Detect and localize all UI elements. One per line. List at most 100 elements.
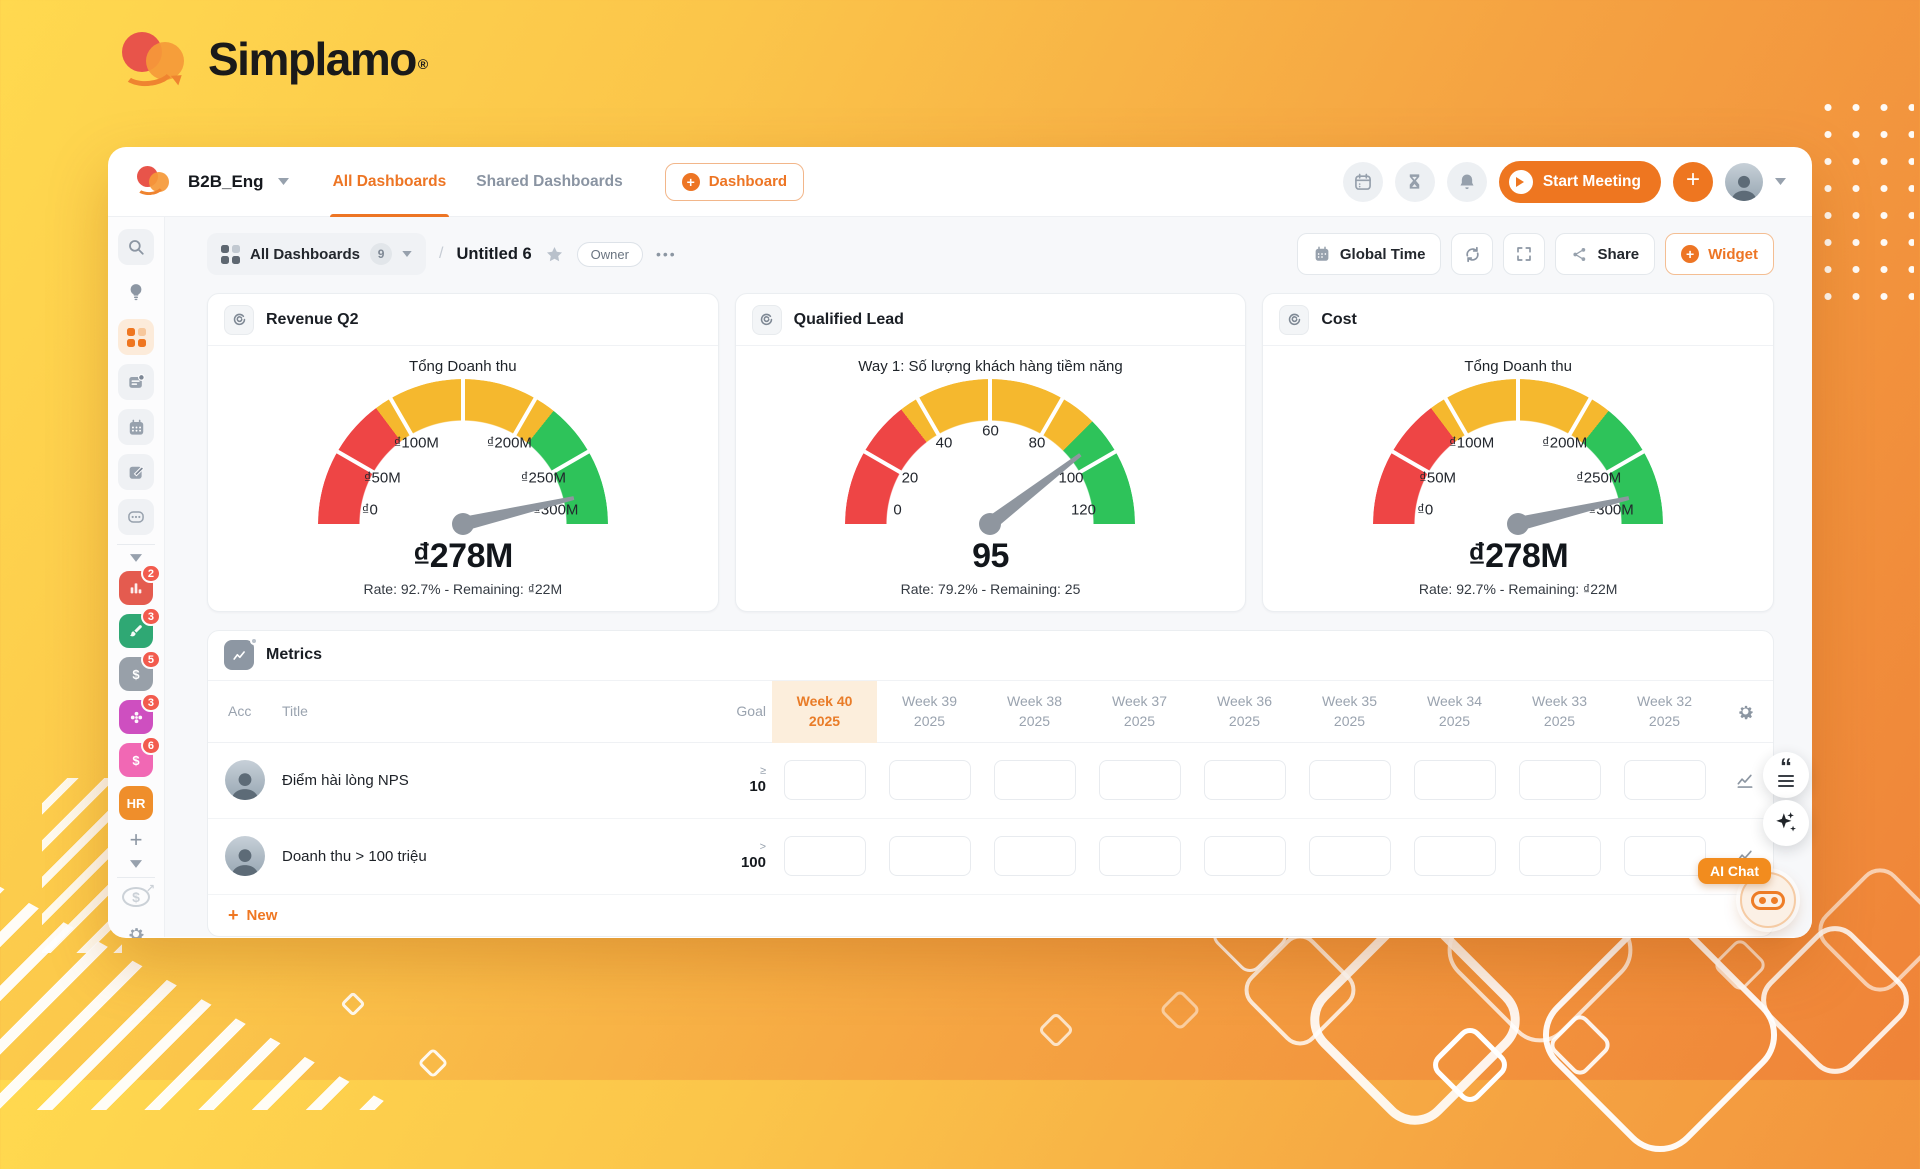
metric-goal: > 100 xyxy=(740,841,766,872)
tab-shared-dashboards[interactable]: Shared Dashboards xyxy=(476,172,623,190)
calendar-icon xyxy=(129,419,143,435)
metric-input[interactable] xyxy=(1098,760,1181,801)
notification-badge: 3 xyxy=(140,693,161,712)
paintbrush-icon xyxy=(130,625,142,637)
tab-all-dashboards[interactable]: All Dashboards xyxy=(329,147,449,217)
start-meeting-button[interactable]: Start Meeting xyxy=(1498,160,1661,203)
chevron-down-icon[interactable] xyxy=(130,554,142,562)
favorite-star-icon[interactable] xyxy=(545,245,564,264)
notifications-button[interactable] xyxy=(1446,161,1487,202)
metric-input[interactable] xyxy=(1413,836,1496,877)
gauge-card-revenue: Revenue Q2 Tổng Doanh thu ₫0 ₫50M ₫100M ₫20… xyxy=(207,293,719,669)
workspace-name[interactable]: B2B_Eng xyxy=(188,171,264,191)
metric-input[interactable] xyxy=(1623,836,1706,877)
sidebar-item-notes[interactable] xyxy=(118,364,154,400)
metrics-card: Metrics Acc Title Goal Week 40 2025 Week … xyxy=(207,630,1774,937)
gauge-tick-label: 40 xyxy=(935,434,953,452)
owner-badge: Owner xyxy=(576,241,643,267)
more-options-button[interactable]: ••• xyxy=(655,246,677,262)
fullscreen-button[interactable] xyxy=(1503,233,1546,275)
dashboard-count-badge: 9 xyxy=(370,243,393,265)
metric-input[interactable] xyxy=(993,836,1076,877)
lightbulb-icon xyxy=(130,284,142,301)
chevron-down-icon[interactable] xyxy=(277,178,289,185)
settings-button[interactable] xyxy=(118,916,154,938)
metric-input[interactable] xyxy=(783,760,866,801)
assignee-avatar[interactable] xyxy=(225,760,265,801)
metric-input[interactable] xyxy=(993,760,1076,801)
compose-icon xyxy=(129,466,144,479)
sidebar-team-1[interactable]: 2 xyxy=(119,564,161,605)
column-header-week-32[interactable]: Week 32 2025 xyxy=(1637,692,1692,729)
simplamo-logo-icon xyxy=(118,26,192,92)
quote-icon-lines xyxy=(1778,774,1794,788)
add-team-button[interactable]: + xyxy=(129,827,143,852)
sidebar-item-insights[interactable] xyxy=(118,274,154,310)
metric-input[interactable] xyxy=(1203,836,1286,877)
gauge-tick-label: 120 xyxy=(1070,501,1096,519)
sidebar-team-3[interactable]: $ 5 xyxy=(119,650,161,691)
assignee-avatar[interactable] xyxy=(225,836,265,877)
column-header-week-36[interactable]: Week 36 2025 xyxy=(1217,692,1272,729)
metric-input[interactable] xyxy=(1308,836,1391,877)
column-header-week-33[interactable]: Week 33 2025 xyxy=(1532,692,1587,729)
global-time-button[interactable]: Global Time xyxy=(1296,233,1442,275)
metric-input[interactable] xyxy=(783,836,866,877)
metric-input[interactable] xyxy=(1518,836,1601,877)
metric-input[interactable] xyxy=(888,760,971,801)
ai-sparkles-button[interactable] xyxy=(1763,800,1809,846)
new-dashboard-button[interactable]: + Dashboard xyxy=(664,162,805,201)
chevron-down-icon[interactable] xyxy=(1775,178,1786,185)
gauge-tick-label: ₫0 xyxy=(361,501,378,519)
metric-input[interactable] xyxy=(1203,760,1286,801)
add-widget-button[interactable]: + Widget xyxy=(1665,233,1774,275)
gauge-tick-label: 80 xyxy=(1028,434,1046,452)
column-header-week-34[interactable]: Week 34 2025 xyxy=(1427,692,1482,729)
metric-input[interactable] xyxy=(1308,760,1391,801)
search-button[interactable] xyxy=(118,229,154,265)
add-button[interactable]: + xyxy=(1673,161,1713,202)
hourglass-button[interactable] xyxy=(1394,161,1435,202)
column-header-week-39[interactable]: Week 39 2025 xyxy=(902,692,957,729)
metric-goal: ≥ 10 xyxy=(749,765,766,795)
simplamo-logo: Simplamo ® xyxy=(118,26,428,92)
metric-chart-button[interactable] xyxy=(1717,770,1773,790)
sidebar-team-hr[interactable]: HR xyxy=(119,786,153,820)
column-header-week-35[interactable]: Week 35 2025 xyxy=(1322,692,1377,729)
card-title: Revenue Q2 xyxy=(266,310,359,328)
metric-input[interactable] xyxy=(1623,760,1706,801)
refresh-button[interactable] xyxy=(1451,233,1494,275)
chevron-down-icon[interactable] xyxy=(130,860,142,868)
metric-input[interactable] xyxy=(1518,760,1601,801)
gauge-tick-label: 0 xyxy=(893,501,902,519)
billing-button[interactable]: $ ↗ xyxy=(122,883,155,907)
sidebar-item-compose[interactable] xyxy=(118,454,154,490)
user-avatar[interactable] xyxy=(1725,162,1763,201)
calendar-icon xyxy=(1354,173,1371,190)
metric-input[interactable] xyxy=(888,836,971,877)
transcript-button[interactable]: “ xyxy=(1763,752,1809,798)
sidebar-team-2[interactable]: 3 xyxy=(119,607,161,648)
add-metric-button[interactable]: + New xyxy=(228,905,278,925)
sidebar-item-dashboards[interactable] xyxy=(118,319,154,355)
sidebar-item-more[interactable] xyxy=(118,499,154,535)
gear-icon xyxy=(129,928,144,938)
column-header-week-40[interactable]: Week 40 2025 xyxy=(772,680,877,743)
calendar-button[interactable] xyxy=(1342,161,1383,202)
share-button[interactable]: Share xyxy=(1555,233,1656,275)
sidebar-item-calendar[interactable] xyxy=(118,409,154,445)
table-settings-button[interactable] xyxy=(1717,702,1773,721)
sidebar-team-4[interactable]: 3 xyxy=(119,693,161,734)
gauge-tick-label: ₫200M xyxy=(486,434,532,452)
workspace-logo-icon xyxy=(134,164,174,200)
metric-input[interactable] xyxy=(1413,760,1496,801)
gauge-widget-icon xyxy=(751,304,782,335)
dashboard-tabs: All Dashboards Shared Dashboards xyxy=(329,147,623,217)
column-header-week-38[interactable]: Week 38 2025 xyxy=(1007,692,1062,729)
column-header-week-37[interactable]: Week 37 2025 xyxy=(1112,692,1167,729)
sidebar-team-5[interactable]: $ 6 xyxy=(119,736,161,777)
dashboards-scope-selector[interactable]: All Dashboards 9 xyxy=(207,233,427,275)
card-title: Qualified Lead xyxy=(793,310,904,328)
metric-input[interactable] xyxy=(1098,836,1181,877)
ai-chat-label[interactable]: AI Chat xyxy=(1698,858,1771,884)
